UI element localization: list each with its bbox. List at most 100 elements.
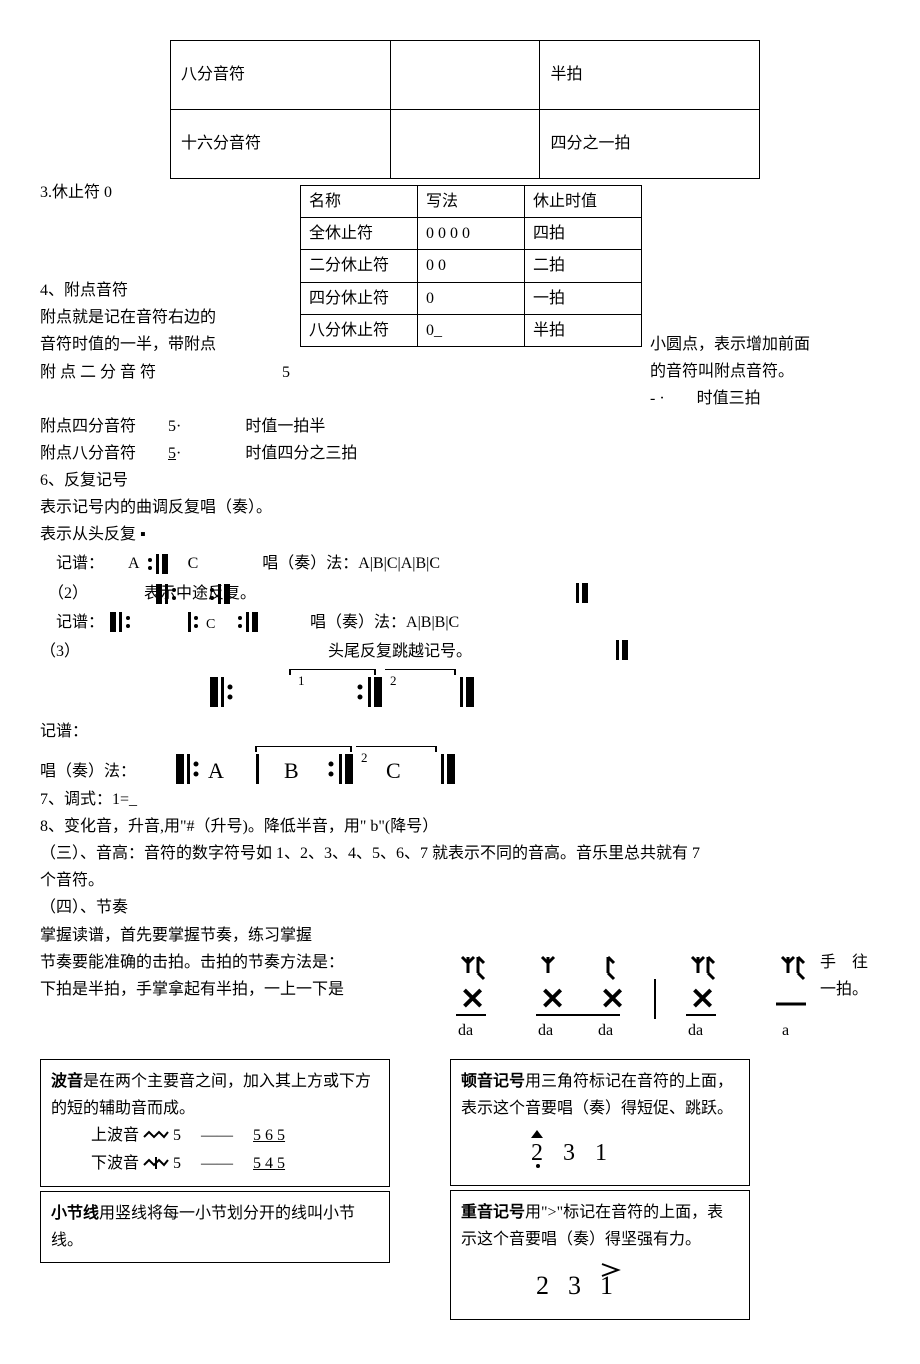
s6-l5b: 唱（奏）法：A|B|B|C — [278, 609, 459, 636]
bo-down-notes: 5 4 5 — [253, 1155, 285, 1172]
bo-up-label: 上波音 — [91, 1127, 139, 1144]
repeat-start-icon-2 — [108, 610, 148, 634]
s6-l3-row: 记谱： A C 唱（奏）法：A|B|C|A|B|C — [40, 550, 880, 577]
svg-text:A: A — [208, 758, 224, 783]
sectionSi-l2: 节奏要能准确的击拍。击拍的节奏方法是： — [40, 949, 430, 976]
svg-text:2: 2 — [361, 750, 368, 765]
t1-name-1: 十六分音符 — [171, 110, 391, 179]
section7-text: 7、调式：1=_ — [40, 786, 880, 813]
repeat-end-icon — [144, 552, 184, 576]
rest-r1c3: 二拍 — [525, 250, 642, 282]
s6-l4-row: （2） 表示中途反复。 — [40, 580, 880, 607]
box-dunyin: 顿音记号用三角符标记在音符的上面，表示这个音要唱（奏）得短促、跳跃。 2 3 1 — [450, 1059, 750, 1187]
sectionSan-l2: 个音符。 — [40, 867, 880, 894]
s6-l5a: 记谱： — [40, 609, 104, 636]
s6-l6-row: （3） 头尾反复跳越记号。 — [40, 638, 880, 665]
rest-r2c3: 一拍 — [525, 282, 642, 314]
zhong-notation: 2 3 1 — [521, 1260, 641, 1311]
dun-notation: 2 3 1 — [521, 1128, 611, 1177]
bo-dash-2: —— — [201, 1155, 233, 1172]
rest-r2c1: 四分休止符 — [301, 282, 418, 314]
svg-text:2: 2 — [531, 1140, 543, 1166]
sectionSi-l1: 掌握读谱，首先要掌握节奏，练习掌握 — [40, 922, 880, 949]
rest-r3c2: 0_ — [418, 314, 525, 346]
svg-text:✕: ✕ — [600, 983, 625, 1016]
s4-l3l: 附点二分音符 — [40, 359, 160, 386]
s6-l6: （3） 头尾反复跳越记号。 — [40, 643, 472, 660]
bo-five-2: 5 — [173, 1155, 181, 1172]
rest-h-3: 休止时值 — [525, 186, 642, 218]
rest-r3c3: 半拍 — [525, 314, 642, 346]
svg-text:1: 1 — [298, 673, 305, 688]
rest-table: 名称 写法 休止时值 全休止符 0 0 0 0 四拍 二分休止符 0 0 二拍 … — [300, 185, 642, 347]
repeat-end-icon-2 — [206, 582, 246, 606]
svg-text:C: C — [206, 617, 215, 632]
zhong-title: 重音记号 — [461, 1204, 525, 1221]
s6-l3a: 记谱： A — [40, 550, 140, 577]
svg-text:2: 2 — [390, 673, 397, 688]
sectionSi-l3: 下拍是半拍，手掌拿起有半拍，一上一下是 — [40, 976, 430, 1003]
box-xiaojie: 小节线用竖线将每一小节划分开的线叫小节线。 — [40, 1191, 390, 1263]
s4-l5b: · 时值四分之三拍 — [176, 445, 357, 462]
svg-text:✕: ✕ — [540, 983, 565, 1016]
t1-name-0: 八分音符 — [171, 41, 391, 110]
volta-notation-2: A B 2 C — [176, 746, 476, 786]
rest-r2c2: 0 — [418, 282, 525, 314]
repeat-pair-icon: C — [186, 610, 226, 634]
rl-c: da — [598, 1022, 613, 1039]
s6-l8: 唱（奏）法： — [40, 758, 136, 785]
rl-d: da — [688, 1022, 703, 1039]
rest-h-1: 名称 — [301, 186, 418, 218]
svg-text:3: 3 — [563, 1140, 575, 1166]
rl-b: da — [538, 1022, 553, 1039]
svg-text:1: 1 — [600, 1271, 613, 1300]
sectionSi-r3: 一拍。 — [820, 976, 870, 1003]
bo-dash-1: —— — [201, 1127, 233, 1144]
volta-notation-1: 1 2 — [210, 669, 490, 709]
repeat-start-icon — [154, 582, 194, 606]
rest-h-2: 写法 — [418, 186, 525, 218]
section6-title: 6、反复记号 — [40, 467, 880, 494]
bo-text: 是在两个主要音之间，加入其上方或下方的短的辅助音而成。 — [51, 1073, 371, 1117]
box-boyin: 波音是在两个主要音之间，加入其上方或下方的短的辅助音而成。 上波音 5 —— 5… — [40, 1059, 390, 1187]
svg-text:B: B — [284, 758, 299, 783]
rest-r1c2: 0 0 — [418, 250, 525, 282]
sectionSan-l1: （三）、音高：音符的数字符号如 1、2、3、4、5、6、7 就表示不同的音高。音… — [40, 840, 880, 867]
rhythm-figure: ✕ da ✕ da ✕ da ✕ da — [440, 949, 810, 1039]
t1-mid-1 — [390, 110, 540, 179]
s4-l5u: 5 — [168, 445, 176, 462]
bo-down-label: 下波音 — [91, 1155, 139, 1172]
s4-l3l-row: 附点二分音符 5 — [40, 359, 290, 386]
t1-mid-0 — [390, 41, 540, 110]
repeat-end-icon-3 — [564, 581, 604, 605]
s6-l5-row: 记谱： C 唱（奏）法：A|B|B|C — [40, 609, 880, 636]
s4-l5a: 附点八分音符 — [40, 445, 168, 462]
repeat-inline-icons — [150, 580, 250, 607]
repeat-end-icon-5 — [604, 638, 644, 662]
rest-r1c1: 二分休止符 — [301, 250, 418, 282]
note-duration-table: 八分音符 半拍 十六分音符 四分之一拍 — [170, 40, 760, 179]
t1-dur-0: 半拍 — [540, 41, 760, 110]
s4-l4: 附点四分音符 5· 时值一拍半 — [40, 413, 880, 440]
s6-l7: 记谱： — [40, 718, 880, 745]
s4-l5-row: 附点八分音符 5· 时值四分之三拍 — [40, 440, 880, 467]
rest-r0c3: 四拍 — [525, 218, 642, 250]
svg-text:✕: ✕ — [460, 983, 485, 1016]
sectionSi-title: （四）、节奏 — [40, 894, 880, 921]
s4-l3n: 5 — [282, 359, 290, 386]
svg-text:C: C — [386, 758, 401, 783]
s6-l1: 表示记号内的曲调反复唱（奏）。 — [40, 494, 880, 521]
mordent-down-icon — [143, 1151, 169, 1178]
bo-title: 波音 — [51, 1073, 83, 1090]
section8-text: 8、变化音，升音,用"#（升号)。降低半音，用" b"(降号） — [40, 813, 880, 840]
rest-r0c1: 全休止符 — [301, 218, 418, 250]
s4-l3r: - · 时值三拍 — [650, 385, 880, 412]
svg-text:3: 3 — [568, 1271, 581, 1300]
s4-l2r: 的音符叫附点音符。 — [650, 358, 880, 385]
rest-r0c2: 0 0 0 0 — [418, 218, 525, 250]
sectionSi-r2: 手 往 — [820, 949, 870, 976]
rest-r3c1: 八分休止符 — [301, 314, 418, 346]
section3-title: 3.休止符 0 — [40, 179, 290, 347]
bo-five-1: 5 — [173, 1127, 181, 1144]
t1-dur-1: 四分之一拍 — [540, 110, 760, 179]
